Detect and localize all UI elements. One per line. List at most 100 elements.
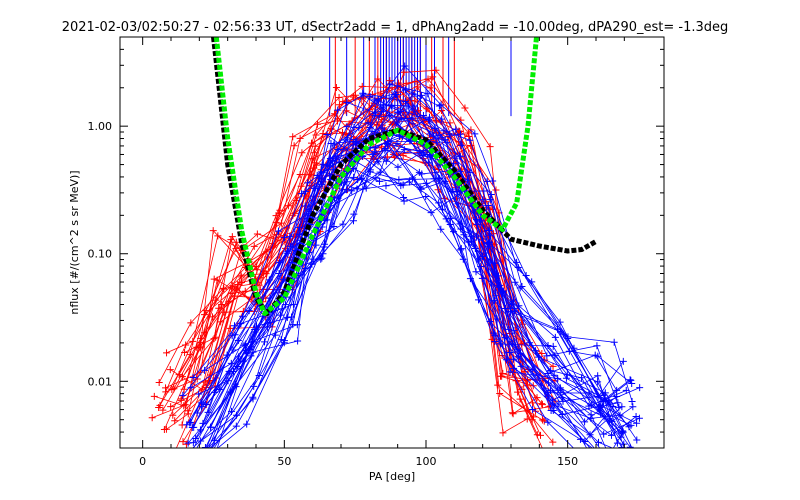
blue-series-point: [381, 145, 389, 153]
blue-series-trace: [214, 104, 631, 402]
blue-series-point: [343, 123, 351, 131]
blue-series-trace: [198, 93, 623, 448]
red-series-point: [494, 381, 502, 389]
red-series-point: [537, 431, 545, 439]
blue-series-point: [456, 167, 464, 175]
blue-series-point: [409, 90, 417, 98]
blue-series-trace: [192, 127, 575, 448]
blue-series-point: [189, 374, 197, 382]
red-series-point: [205, 377, 213, 385]
red-series-point: [538, 416, 546, 424]
blue-series-point: [312, 241, 320, 249]
red-series-trace: [162, 85, 536, 412]
blue-series-point: [187, 384, 195, 392]
blue-series-point: [397, 182, 405, 190]
red-series-point: [426, 84, 434, 92]
blue-series-point: [334, 106, 342, 114]
y-tick-label: 0.10: [88, 248, 113, 261]
red-series-point: [400, 68, 408, 76]
red-series-point: [228, 289, 236, 297]
blue-series-point: [600, 398, 608, 406]
blue-series-point: [435, 199, 443, 207]
red-series-point: [374, 75, 382, 83]
blue-series-point: [452, 125, 460, 133]
blue-series-point: [234, 337, 242, 345]
x-tick-label: 0: [139, 455, 146, 468]
blue-series-point: [603, 455, 610, 462]
blue-series-point: [355, 124, 363, 132]
blue-series-point: [418, 151, 426, 159]
blue-series-point: [374, 95, 382, 103]
blue-series-point: [442, 215, 450, 223]
red-series-point: [402, 79, 410, 87]
blue-series-point: [192, 435, 200, 443]
blue-series-point: [435, 131, 443, 139]
red-series-point: [533, 431, 541, 439]
red-series-point: [210, 275, 218, 283]
red-series-trace: [158, 94, 528, 383]
blue-series-point: [197, 437, 205, 445]
blue-series-point: [401, 62, 409, 70]
blue-series-point: [294, 337, 302, 345]
red-series-trace: [170, 102, 533, 420]
red-series-point: [150, 392, 158, 400]
red-series-point: [197, 334, 205, 342]
blue-series-trace: [201, 95, 632, 407]
blue-series-trace: [200, 155, 595, 448]
blue-series-point: [619, 357, 627, 365]
red-series-point: [182, 341, 190, 349]
red-series-point: [496, 389, 504, 397]
blue-series-point: [485, 238, 493, 246]
blue-series-point: [186, 419, 194, 427]
blue-series-point: [613, 393, 621, 401]
blue-series-point: [529, 406, 537, 414]
blue-series-trace: [217, 178, 591, 448]
blue-series-point: [587, 414, 595, 422]
blue-series-point: [280, 233, 288, 241]
red-series-point: [332, 84, 340, 92]
red-series-point: [284, 202, 292, 210]
red-series-point: [529, 413, 537, 421]
red-series-point: [184, 410, 192, 418]
blue-series-point: [203, 449, 210, 456]
blue-series-point: [417, 185, 425, 193]
red-series-point: [335, 94, 343, 102]
blue-series-point: [510, 327, 518, 335]
blue-series-point: [607, 455, 614, 462]
blue-series-point: [400, 146, 408, 154]
blue-series-point: [188, 423, 196, 431]
blue-series-point: [348, 187, 356, 195]
blue-series-point: [230, 322, 238, 330]
red-series-point: [499, 429, 507, 437]
red-series-point: [181, 348, 189, 356]
red-series-point: [217, 318, 225, 326]
blue-series-point: [544, 392, 552, 400]
blue-series-point: [202, 455, 209, 462]
blue-series-point: [558, 394, 566, 402]
blue-series-point: [317, 177, 325, 185]
blue-series-point: [514, 353, 522, 361]
red-series-point: [312, 131, 320, 139]
blue-series-point: [431, 125, 439, 133]
blue-series-point: [511, 278, 519, 286]
blue-series-point: [471, 245, 479, 253]
blue-series-point: [604, 399, 612, 407]
blue-series-point: [349, 217, 357, 225]
blue-series-point: [275, 269, 283, 277]
blue-series-point: [224, 377, 232, 385]
red-series-point: [549, 362, 557, 370]
blue-series-point: [350, 210, 358, 218]
blue-series-point: [183, 421, 191, 429]
red-series-point: [168, 386, 176, 394]
blue-series-point: [633, 419, 641, 427]
blue-series-point: [260, 338, 268, 346]
red-series-point: [509, 410, 517, 418]
blue-series-point: [600, 430, 608, 438]
red-series-point: [272, 218, 280, 226]
red-series-point: [307, 170, 315, 178]
red-series-point: [226, 324, 234, 332]
plot-area: [148, 37, 644, 462]
blue-series-point: [581, 418, 589, 426]
blue-series-point: [396, 107, 404, 115]
